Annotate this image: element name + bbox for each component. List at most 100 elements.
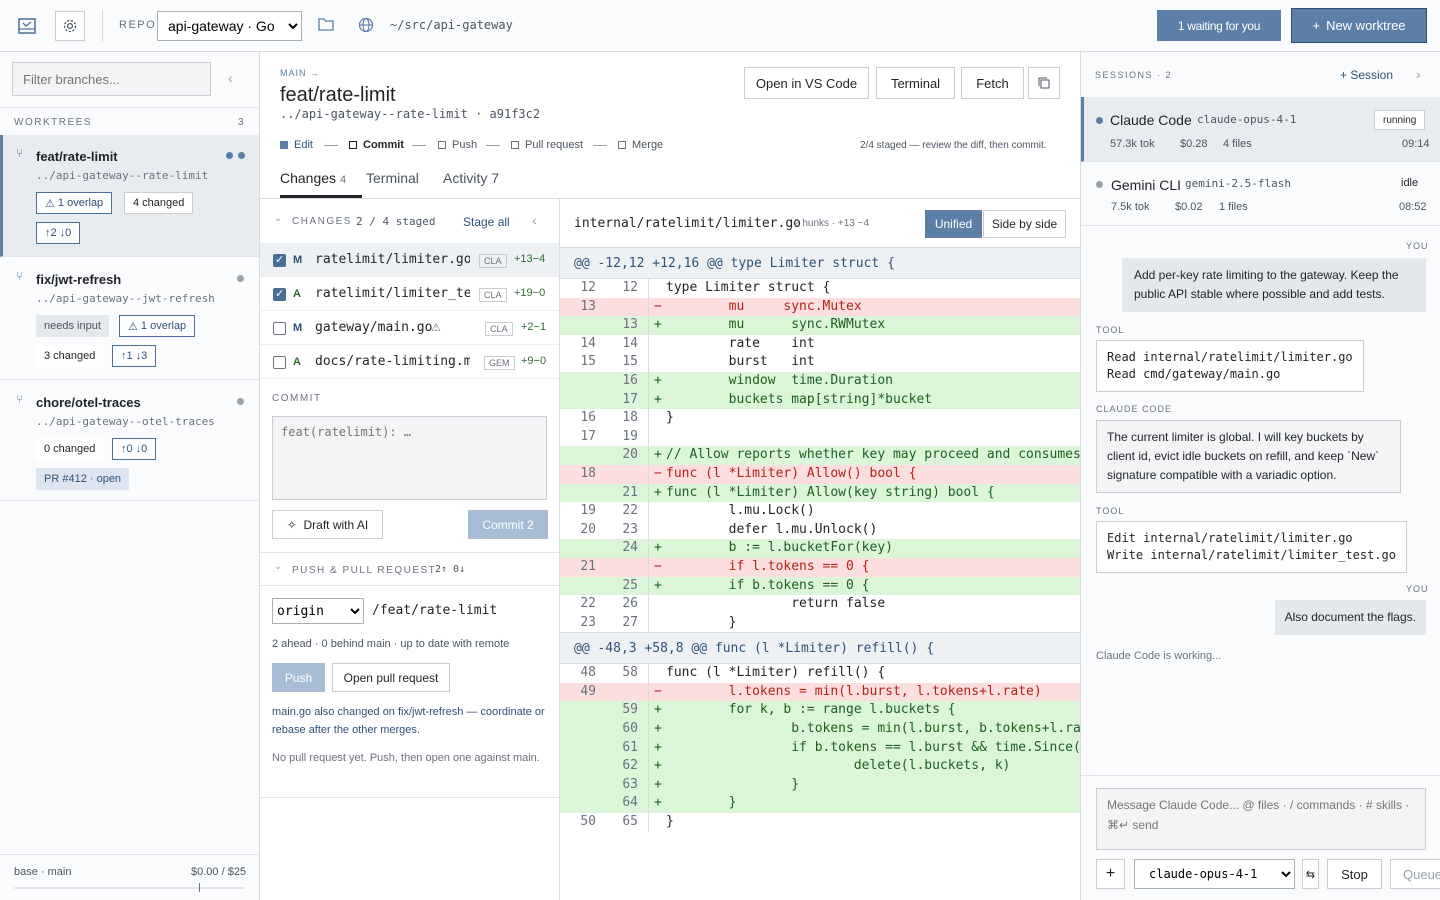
plus-icon: + — [1105, 865, 1116, 882]
step-merge[interactable]: Merge — [618, 139, 663, 151]
step-commit[interactable]: Commit — [349, 139, 404, 151]
overlap-badge[interactable]: ⚠ 1 overlap — [36, 192, 113, 214]
new-line-number: 61 — [622, 739, 638, 755]
side-by-side-button[interactable]: Side by side — [983, 210, 1066, 238]
new-worktree-button[interactable]: + New worktree — [1291, 8, 1427, 43]
remote-select[interactable]: origin — [272, 598, 364, 624]
swap-button[interactable]: ⇆ — [1302, 859, 1319, 889]
line-count: +19−0 — [514, 287, 546, 299]
stage-checkbox[interactable] — [273, 287, 286, 301]
budget-bar — [14, 887, 245, 889]
session-name: Gemini CLI — [1111, 177, 1182, 193]
hunk-text: @@ -12,12 +12,16 @@ type Limiter struct … — [574, 256, 895, 271]
unified-view-button[interactable]: Unified — [925, 210, 982, 238]
stage-checkbox[interactable] — [273, 253, 286, 267]
divider — [1081, 775, 1440, 776]
file-row[interactable]: A docs/rate-limiting.md GEM +9−0 — [260, 345, 559, 379]
breadcrumb[interactable]: MAIN → — [280, 68, 321, 78]
open-vscode-button[interactable]: Open in VS Code — [744, 67, 869, 99]
session-item-gemini[interactable]: Gemini CLI gemini-2.5-flash idle 7.5k to… — [1081, 163, 1440, 226]
collapse-chevron-icon[interactable]: ‹ — [228, 70, 233, 86]
queue-button[interactable]: Queue — [1390, 859, 1440, 889]
filter-branches-input[interactable] — [12, 62, 211, 96]
stage-checkbox[interactable] — [273, 322, 286, 335]
gutter-divider — [648, 464, 649, 484]
worktree-path: ../api-gateway--rate-limit — [36, 169, 209, 182]
add-attachment-button[interactable]: + — [1096, 859, 1125, 889]
new-line-number: 15 — [622, 354, 638, 370]
gutter-divider — [648, 520, 649, 540]
step-pull-request[interactable]: Pull request — [511, 139, 583, 151]
code-text: func (l *Limiter) Allow(key string) bool… — [666, 484, 995, 500]
new-line-number: 64 — [622, 795, 638, 811]
copy-button[interactable] — [1028, 67, 1060, 99]
settings-gear-icon[interactable] — [55, 11, 85, 41]
no-pr-note: No pull request yet. Push, then open one… — [272, 752, 540, 764]
code-text: func (l *Limiter) Allow() bool { — [666, 465, 917, 481]
old-line-number: 14 — [580, 335, 596, 351]
model-select[interactable]: claude-opus-4-1 — [1134, 859, 1295, 889]
app-logo-icon[interactable] — [12, 11, 42, 41]
waiting-for-you-button[interactable]: 1 waiting for you — [1157, 10, 1281, 41]
chevron-down-icon[interactable]: ⌄ — [274, 561, 283, 572]
gutter-divider — [648, 371, 649, 391]
step-push[interactable]: Push — [438, 139, 477, 151]
step-edit[interactable]: Edit — [280, 139, 313, 151]
code-text: if b.tokens == 0 { — [666, 577, 870, 593]
code-text: buckets map[string]*bucket — [666, 391, 933, 407]
stop-button[interactable]: Stop — [1327, 859, 1382, 889]
overlap-label: 1 overlap — [57, 197, 104, 209]
file-row[interactable]: M ratelimit/limiter.go CLA +13−4 — [260, 243, 559, 277]
budget-marker — [199, 883, 200, 892]
diff-hunk-header: @@ -12,12 +12,16 @@ type Limiter struct … — [560, 247, 1080, 279]
open-pull-request-button[interactable]: Open pull request — [332, 663, 450, 692]
draft-with-ai-button[interactable]: ✧ Draft with AI — [272, 510, 383, 539]
tool-call: Read internal/ratelimit/limiter.go Read … — [1096, 340, 1364, 392]
tab-activity[interactable]: Activity 7 — [443, 170, 499, 186]
active-tab-indicator — [280, 195, 362, 198]
old-line-number: 21 — [580, 558, 596, 574]
diff-sign: + — [654, 739, 662, 755]
session-name: Claude Code — [1110, 112, 1192, 128]
stage-checkbox[interactable] — [273, 356, 286, 369]
tab-changes[interactable]: Changes 4 — [280, 170, 346, 186]
changes-header: CHANGES — [292, 216, 352, 227]
code-text: mu sync.Mutex — [666, 298, 862, 314]
needs-input-badge[interactable]: needs input — [36, 315, 109, 337]
fetch-button[interactable]: Fetch — [961, 67, 1024, 99]
worktree-item-rate-limit[interactable]: ⑂ feat/rate-limit ../api-gateway--rate-l… — [0, 135, 259, 257]
session-tokens: 7.5k tok — [1111, 201, 1150, 213]
add-session-link[interactable]: + Session — [1340, 68, 1394, 82]
worktree-item-jwt-refresh[interactable]: ⑂ fix/jwt-refresh ../api-gateway--jwt-re… — [0, 258, 259, 380]
overlap-badge[interactable]: ⚠ 1 overlap — [119, 315, 196, 337]
tab-terminal[interactable]: Terminal — [366, 170, 419, 186]
session-item-claude[interactable]: Claude Code claude-opus-4-1 running 57.3… — [1081, 97, 1440, 162]
chevron-down-icon[interactable]: ⌄ — [274, 213, 283, 224]
push-counts: 2↑ 0↓ — [435, 564, 466, 575]
step-connector — [324, 145, 338, 146]
file-row[interactable]: A ratelimit/limiter_test.go CLA +19−0 — [260, 277, 559, 311]
repo-select[interactable]: api-gateway · Go — [157, 11, 302, 41]
commit-message-input[interactable] — [272, 416, 547, 500]
session-cost: $0.02 — [1175, 201, 1203, 213]
globe-icon[interactable] — [358, 17, 374, 36]
chevron-right-icon[interactable]: › — [1416, 66, 1421, 82]
pr-badge[interactable]: PR #412 · open — [36, 468, 130, 490]
stage-all-link[interactable]: Stage all — [463, 215, 510, 229]
diff-sign: − — [654, 683, 662, 699]
commit-button[interactable]: Commit 2 — [468, 510, 548, 539]
collapse-chevron-icon[interactable]: ‹ — [532, 212, 537, 228]
gutter-divider — [648, 813, 649, 832]
folder-icon[interactable] — [318, 17, 334, 34]
step-label: Pull request — [525, 139, 584, 151]
push-button[interactable]: Push — [272, 663, 325, 692]
terminal-button[interactable]: Terminal — [876, 67, 955, 99]
plus-icon: + — [1312, 18, 1321, 33]
diff-line: 24 + b := l.bucketFor(key) — [560, 539, 1080, 558]
commit-header: COMMIT — [272, 393, 322, 404]
file-row[interactable]: M gateway/main.go ⚠ CLA +2−1 — [260, 311, 559, 345]
code-text: type Limiter struct { — [666, 280, 831, 295]
message-input[interactable] — [1096, 788, 1426, 850]
worktree-item-otel-traces[interactable]: ⑂ chore/otel-traces ../api-gateway--otel… — [0, 381, 259, 501]
code-text: b.tokens = min(l.burst, b.tokens+l.rate) — [666, 721, 1080, 737]
